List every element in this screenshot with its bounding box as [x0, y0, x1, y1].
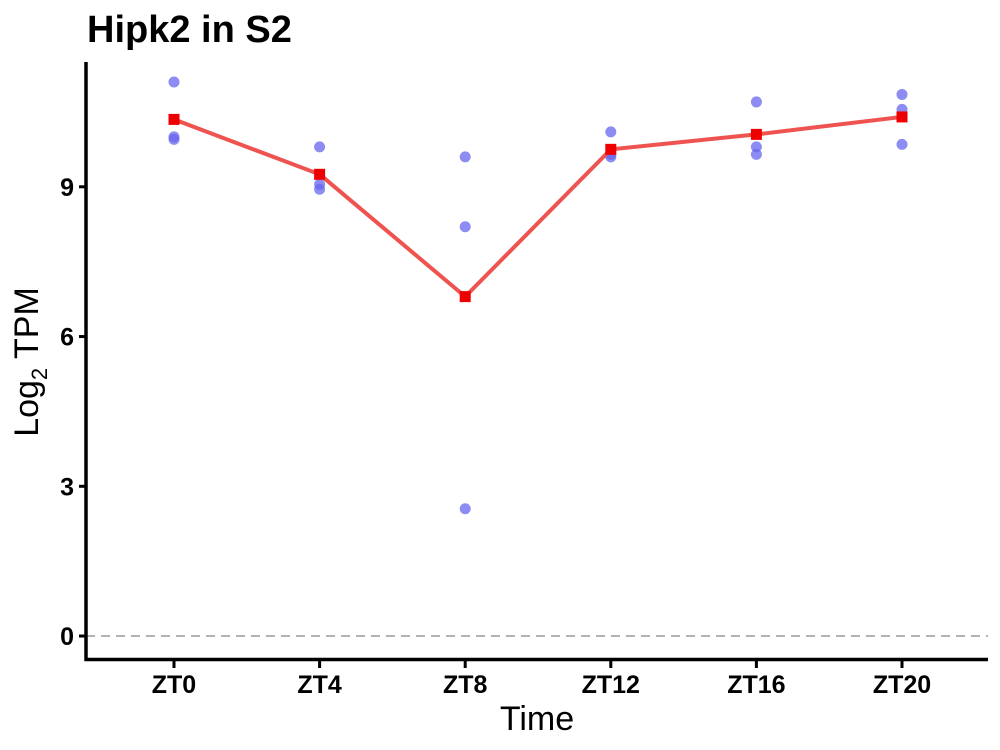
- replicate-point: [314, 183, 326, 195]
- y-tick-label: 9: [60, 174, 74, 202]
- y-tick-label: 6: [60, 324, 74, 352]
- x-tick-label: ZT16: [727, 671, 785, 699]
- axis-ticks: 0 3 6 9 ZT0 ZT4 ZT8 ZT12 ZT16 ZT20: [60, 174, 931, 699]
- replicate-point: [896, 88, 908, 100]
- mean-line: [173, 114, 903, 299]
- mean-marker: [750, 128, 762, 140]
- mean-marker: [314, 168, 326, 180]
- replicate-point: [459, 151, 471, 163]
- y-tick-label: 3: [60, 473, 74, 501]
- y-axis-title: Log2 TPM: [8, 287, 52, 437]
- replicate-point: [168, 76, 180, 88]
- y-axis-title-suffix: TPM: [8, 287, 46, 368]
- x-tick-label: ZT0: [152, 671, 196, 699]
- x-tick-label: ZT20: [873, 671, 931, 699]
- y-axis-title-main: Log: [8, 380, 46, 437]
- mean-marker: [168, 113, 180, 125]
- chart-title: Hipk2 in S2: [87, 9, 292, 51]
- mean-marker: [605, 143, 617, 155]
- mean-marker: [459, 291, 471, 303]
- replicate-point: [605, 126, 617, 138]
- replicate-point: [750, 148, 762, 160]
- replicate-point: [896, 138, 908, 150]
- replicate-point: [459, 503, 471, 515]
- replicate-point: [459, 221, 471, 233]
- plot-area: [86, 76, 988, 638]
- x-tick-label: ZT12: [582, 671, 640, 699]
- mean-marker: [896, 111, 908, 123]
- x-tick-label: ZT4: [297, 671, 342, 699]
- replicate-point: [168, 133, 180, 145]
- y-axis-title-subscript: 2: [27, 368, 52, 380]
- replicate-point: [314, 141, 326, 153]
- replicate-point: [750, 96, 762, 108]
- y-tick-label: 0: [60, 623, 74, 651]
- x-axis-title: Time: [500, 700, 574, 738]
- x-tick-label: ZT8: [443, 671, 488, 699]
